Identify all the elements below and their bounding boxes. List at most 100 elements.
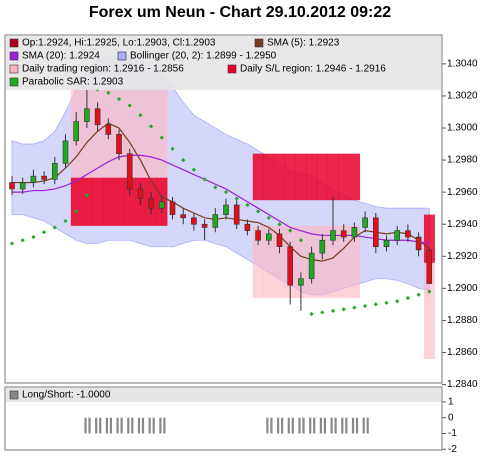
sar-dot [352, 305, 357, 310]
sar-dot [277, 222, 282, 227]
y-tick-label: 1 [448, 397, 454, 408]
region-slab [274, 225, 286, 299]
candle-body [330, 230, 336, 241]
region-slab [327, 225, 339, 299]
sar-dot [106, 90, 111, 95]
sar-dot [309, 311, 314, 317]
candle-body [340, 230, 347, 238]
region-slab [263, 153, 275, 201]
signal-bar [351, 417, 355, 434]
sar-dot [20, 238, 25, 243]
y-tick-label: 0 [448, 412, 454, 423]
candle-body [426, 249, 433, 284]
sar-dot [373, 302, 378, 307]
signal-bar [95, 417, 98, 434]
candle-body [308, 252, 315, 280]
candle-body [265, 233, 272, 241]
legend-label: Bollinger (20, 2): 1.2899 - 1.2950 [130, 51, 277, 62]
candle-body [137, 188, 144, 199]
y-tick-label: 1.2940 [447, 219, 478, 230]
signal-bar-2 [366, 417, 369, 434]
region-slab [81, 177, 93, 226]
indicator-line [12, 122, 430, 262]
sar-dot [298, 238, 304, 243]
candle-body [383, 239, 390, 247]
legend-label: SMA (20): 1.2924 [22, 51, 100, 62]
sar-dot [74, 209, 79, 214]
signal-bar-2 [334, 417, 337, 434]
sar-dot [416, 292, 421, 297]
region-slab [252, 225, 264, 299]
signal-bar-2 [281, 417, 284, 434]
y-tick-label: 1.2840 [447, 379, 478, 390]
signal-bar [159, 417, 162, 434]
signal-bar [298, 417, 301, 434]
sar-dot [148, 124, 154, 129]
legend-swatch [9, 390, 19, 400]
candle-body [233, 204, 240, 225]
signal-bar [341, 417, 344, 434]
region-slab [92, 87, 104, 226]
signal-bar-2 [163, 417, 166, 434]
legend-label: Daily trading region: 1.2916 - 1.2856 [22, 64, 184, 75]
legend-label: Long/Short: -1.0000 [22, 390, 111, 401]
y-tick-label: 1.2880 [447, 315, 478, 326]
sar-dot [202, 177, 207, 182]
candle-body [319, 239, 326, 254]
signal-bar [137, 417, 141, 434]
signal-bar-2 [323, 417, 326, 434]
signal-bar [309, 417, 312, 434]
signal-bar [287, 417, 290, 434]
region-slab [316, 153, 328, 201]
sar-dot [116, 97, 122, 102]
legend-swatch [254, 38, 264, 48]
region-slab [252, 153, 264, 201]
sar-dot [127, 103, 132, 108]
region-slab [338, 225, 350, 299]
candle-body [41, 175, 47, 180]
sar-dot [395, 299, 400, 304]
candle-body [73, 121, 79, 142]
signal-bar [116, 417, 119, 434]
region-slab [295, 225, 307, 299]
candle-body [94, 108, 101, 126]
y-tick-label: -1 [448, 428, 457, 439]
region-slab [135, 87, 147, 226]
legend-label: SMA (5): 1.2923 [267, 38, 340, 49]
legend-swatch [227, 64, 237, 74]
indicator-line [12, 154, 430, 245]
candle-body [255, 230, 261, 241]
region-slab [349, 225, 361, 299]
y-tick-label: 1.3040 [447, 59, 478, 70]
y-tick-label: 1.2900 [447, 283, 478, 294]
lower-legend-box [6, 388, 441, 402]
signal-bar [148, 417, 151, 434]
candle-body [372, 217, 379, 247]
legend-label: Op:1.2924, Hi:1.2925, Lo:1.2903, Cl:1.29… [22, 38, 216, 49]
region-slab [349, 153, 361, 201]
y-tick-label: 1.2860 [447, 347, 478, 358]
region-slab [113, 177, 125, 226]
candle-body [362, 217, 368, 228]
candle-body [9, 182, 15, 190]
sar-dot [170, 146, 175, 151]
signal-bar [266, 417, 269, 434]
y-tick-label: -2 [448, 444, 457, 455]
sar-dot [213, 185, 218, 190]
candle-body [148, 198, 154, 209]
candle-body [287, 246, 294, 286]
y-tick-label: 1.3020 [447, 91, 478, 102]
candle-body [19, 182, 26, 190]
candle-body [180, 214, 186, 219]
legend-label: Parabolic SAR: 1.2903 [22, 77, 124, 88]
sar-dot [52, 225, 57, 230]
y-tick-label: 1.2960 [447, 187, 478, 198]
candle-body [30, 175, 37, 183]
candle-body [223, 204, 229, 215]
candle-body [51, 162, 58, 180]
legend-swatch [9, 77, 19, 87]
candle-body [116, 134, 122, 154]
candle-body [415, 236, 422, 251]
region-slab [338, 153, 350, 201]
